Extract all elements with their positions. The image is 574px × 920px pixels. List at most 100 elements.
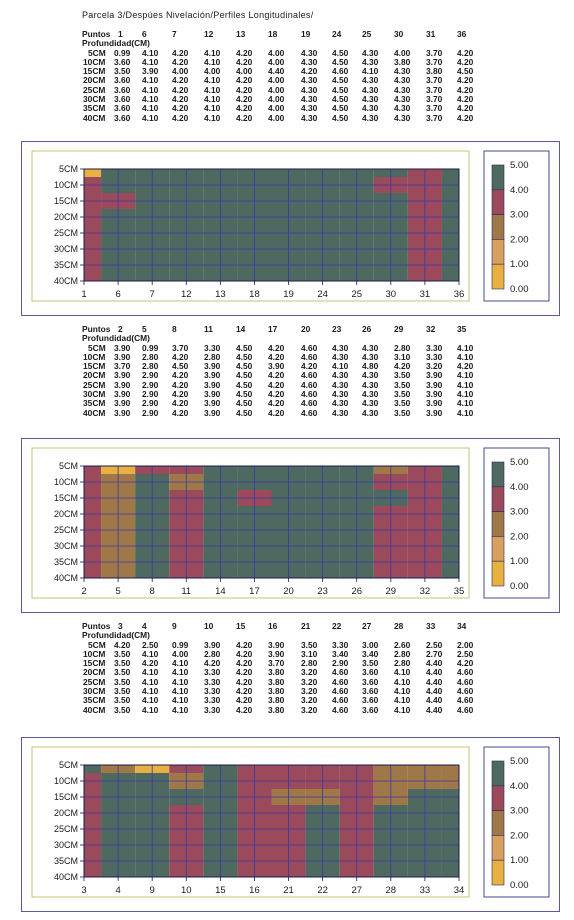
table-cell: 4.30 xyxy=(362,342,379,353)
table-cell: 4.50 xyxy=(332,103,349,114)
table-cell: 4.30 xyxy=(362,351,379,362)
depth-row-label: 35CM xyxy=(83,695,106,706)
legend-tick-label: 2.00 xyxy=(510,531,529,542)
table-cell: 4.10 xyxy=(142,103,159,114)
table-cell: 4.00 xyxy=(268,84,285,95)
table-cell: 3.60 xyxy=(114,103,131,114)
table-cell: 4.40 xyxy=(426,667,443,678)
table-cell: 4.10 xyxy=(457,389,474,400)
table-cell: 4.50 xyxy=(236,379,253,390)
x-tick-label: 11 xyxy=(181,586,191,597)
depth-row-label: 5CM xyxy=(88,639,106,650)
y-tick-label: 15CM xyxy=(54,493,78,503)
table-cell: 3.10 xyxy=(301,648,318,659)
table-cell: 4.60 xyxy=(301,407,318,418)
table-cell: 4.10 xyxy=(457,370,474,381)
table-cell: 4.10 xyxy=(457,407,474,418)
table-cell: 3.50 xyxy=(114,66,131,77)
legend-tick-label: 4.00 xyxy=(510,185,529,196)
table-cell: 4.30 xyxy=(301,84,318,95)
table-cell: 3.50 xyxy=(362,658,379,669)
point-header: 25 xyxy=(362,29,372,39)
x-tick-label: 10 xyxy=(181,885,192,896)
legend-swatch xyxy=(491,239,505,265)
plot-frame xyxy=(31,746,470,898)
table-cell: 3.90 xyxy=(268,648,285,659)
table-cell: 3.50 xyxy=(114,704,131,715)
table-cell: 4.30 xyxy=(301,94,318,105)
point-header: 36 xyxy=(457,29,467,39)
table-cell: 3.30 xyxy=(204,686,221,697)
table-cell: 4.20 xyxy=(236,686,253,697)
table-cell: 4.20 xyxy=(457,361,474,372)
table-cell: 3.80 xyxy=(268,704,285,715)
legend-tick-label: 4.00 xyxy=(510,482,529,493)
table-cell: 4.00 xyxy=(268,47,285,58)
heatmap-cell xyxy=(84,570,102,578)
table-cell: 2.80 xyxy=(301,658,318,669)
table-cell: 3.90 xyxy=(114,370,131,381)
table-cell: 4.10 xyxy=(457,351,474,362)
table-cell: 4.30 xyxy=(332,342,349,353)
depth-label: Profundidad(CM) xyxy=(82,38,150,49)
x-tick-label: 8 xyxy=(150,586,155,597)
table-cell: 2.50 xyxy=(457,648,474,659)
y-tick-label: 5CM xyxy=(59,461,78,471)
table-cell: 3.30 xyxy=(204,704,221,715)
table-cell: 4.20 xyxy=(236,84,253,95)
table-cell: 2.90 xyxy=(142,370,159,381)
table-cell: 4.10 xyxy=(204,75,221,86)
table-cell: 3.80 xyxy=(268,667,285,678)
table-cell: 4.50 xyxy=(236,398,253,409)
point-header: 15 xyxy=(236,621,246,631)
x-tick-label: 22 xyxy=(317,885,328,896)
heatmap-panel-3: 5CM 10CM 15CM 20CM 25CM 30CM 35CM 40CM 3 4 9 10 15 16… xyxy=(21,737,560,912)
table-cell: 3.60 xyxy=(114,84,131,95)
table-cell: 3.80 xyxy=(426,66,443,77)
table-cell: 4.20 xyxy=(172,75,189,86)
table-cell: 3.70 xyxy=(426,103,443,114)
table-cell: 3.30 xyxy=(204,676,221,687)
x-tick-label: 32 xyxy=(420,586,431,597)
point-header: 33 xyxy=(426,621,436,631)
depth-row-label: 30CM xyxy=(83,686,106,697)
table-cell: 4.30 xyxy=(394,75,411,86)
table-cell: 2.80 xyxy=(142,361,159,372)
plot-area-border xyxy=(83,168,460,282)
y-tick-label: 40CM xyxy=(54,276,78,286)
table-cell: 4.20 xyxy=(236,94,253,105)
legend-swatch xyxy=(491,461,505,488)
table-cell: 4.50 xyxy=(236,342,253,353)
table-cell: 3.90 xyxy=(204,407,221,418)
legend-tick-label: 0.00 xyxy=(510,880,529,891)
point-header: 23 xyxy=(332,324,342,334)
table-cell: 4.60 xyxy=(457,695,474,706)
table-cell: 4.60 xyxy=(457,667,474,678)
table-cell: 4.20 xyxy=(172,103,189,114)
table-cell: 4.10 xyxy=(142,704,159,715)
table-cell: 4.50 xyxy=(236,370,253,381)
table-cell: 4.50 xyxy=(332,84,349,95)
table-cell: 4.30 xyxy=(301,103,318,114)
table-cell: 4.20 xyxy=(236,56,253,67)
table-cell: 4.50 xyxy=(332,112,349,123)
table-cell: 4.30 xyxy=(332,407,349,418)
table-cell: 4.20 xyxy=(457,103,474,114)
page-title: Parcela 3/Despúes Nivelación/Perfiles Lo… xyxy=(82,10,314,20)
y-tick-label: 35CM xyxy=(54,856,78,866)
legend-swatch xyxy=(491,760,505,787)
depth-row-label: 15CM xyxy=(83,361,106,372)
depth-row-label: 20CM xyxy=(83,370,106,381)
x-tick-label: 17 xyxy=(249,586,260,597)
table-cell: 3.80 xyxy=(268,695,285,706)
table-cell: 4.10 xyxy=(394,686,411,697)
table-cell: 4.20 xyxy=(204,658,221,669)
table-cell: 4.30 xyxy=(362,75,379,86)
table-cell: 4.10 xyxy=(204,112,221,123)
table-cell: 3.70 xyxy=(268,658,285,669)
table-cell: 3.60 xyxy=(114,75,131,86)
table-cell: 2.90 xyxy=(332,658,349,669)
table-cell: 3.50 xyxy=(394,370,411,381)
table-cell: 4.60 xyxy=(457,676,474,687)
point-header: 34 xyxy=(457,621,467,631)
